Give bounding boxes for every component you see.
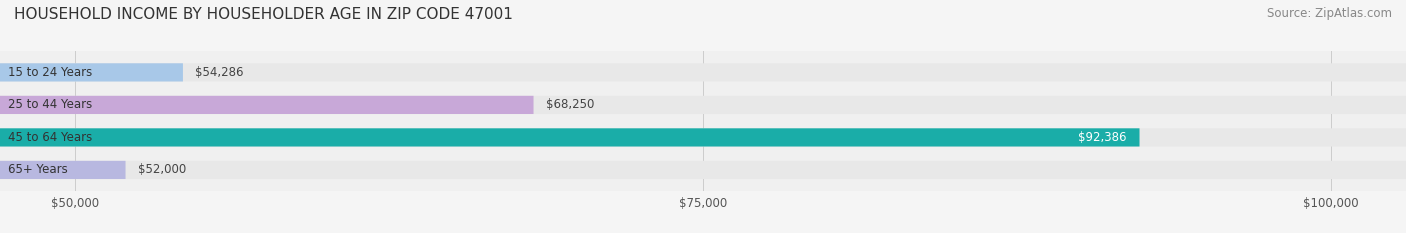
Text: Source: ZipAtlas.com: Source: ZipAtlas.com xyxy=(1267,7,1392,20)
Text: 25 to 44 Years: 25 to 44 Years xyxy=(7,98,91,111)
Text: $92,386: $92,386 xyxy=(1078,131,1128,144)
FancyBboxPatch shape xyxy=(0,96,1406,114)
FancyBboxPatch shape xyxy=(0,63,183,82)
FancyBboxPatch shape xyxy=(0,128,1139,147)
Text: 45 to 64 Years: 45 to 64 Years xyxy=(7,131,91,144)
Text: $54,286: $54,286 xyxy=(195,66,245,79)
Text: $68,250: $68,250 xyxy=(546,98,595,111)
Text: 65+ Years: 65+ Years xyxy=(7,163,67,176)
Text: $52,000: $52,000 xyxy=(138,163,187,176)
Text: 15 to 24 Years: 15 to 24 Years xyxy=(7,66,91,79)
Text: HOUSEHOLD INCOME BY HOUSEHOLDER AGE IN ZIP CODE 47001: HOUSEHOLD INCOME BY HOUSEHOLDER AGE IN Z… xyxy=(14,7,513,22)
FancyBboxPatch shape xyxy=(0,63,1406,82)
FancyBboxPatch shape xyxy=(0,128,1406,147)
FancyBboxPatch shape xyxy=(0,161,1406,179)
FancyBboxPatch shape xyxy=(0,96,533,114)
FancyBboxPatch shape xyxy=(0,161,125,179)
